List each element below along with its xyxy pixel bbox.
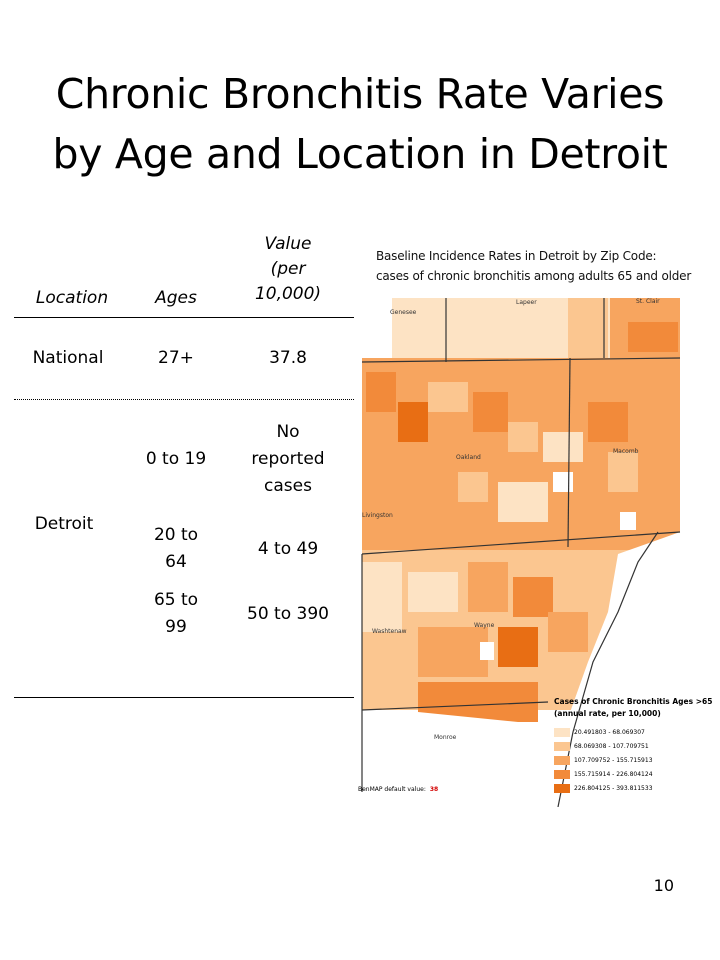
legend-label: 226.804125 - 393.811533 bbox=[574, 785, 653, 792]
legend-swatch bbox=[554, 728, 570, 737]
legend-item: 20.491803 - 68.069307 bbox=[554, 728, 645, 738]
value-line: 4 to 49 bbox=[257, 539, 319, 559]
legend-label: 20.491803 - 68.069307 bbox=[574, 729, 645, 736]
legend-title-line-1: Cases of Chronic Bronchitis Ages >65 bbox=[554, 697, 713, 706]
benmap-default-note: BenMAP default value: 38 bbox=[358, 786, 438, 793]
county-label: Macomb bbox=[613, 448, 639, 455]
detroit-value-0-19: No reported cases bbox=[236, 419, 340, 500]
detroit-ages-0-19: 0 to 19 bbox=[136, 446, 216, 473]
national-ages: 27+ bbox=[158, 348, 194, 368]
detroit-value-65-99: 50 to 390 bbox=[236, 601, 340, 628]
ages-line: 64 bbox=[165, 552, 187, 572]
detroit-location: Detroit bbox=[34, 514, 94, 534]
map-title-line-2: cases of chronic bronchitis among adults… bbox=[376, 269, 692, 283]
legend-label: 107.709752 - 155.715913 bbox=[574, 757, 653, 764]
detroit-value-20-64: 4 to 49 bbox=[236, 536, 340, 563]
header-value-line-1: Value bbox=[264, 234, 312, 254]
header-location: Location bbox=[35, 288, 109, 308]
county-label: Oakland bbox=[456, 454, 481, 461]
county-label: Washtenaw bbox=[372, 628, 407, 635]
county-label: Genesee bbox=[390, 309, 417, 316]
header-value: Value (per 10,000) bbox=[240, 232, 336, 307]
ages-line: 0 to 19 bbox=[145, 449, 207, 469]
legend-title: Cases of Chronic Bronchitis Ages >65 (an… bbox=[554, 696, 712, 720]
value-line: 50 to 390 bbox=[247, 604, 329, 624]
legend-item: 226.804125 - 393.811533 bbox=[554, 784, 653, 794]
ages-line: 20 to bbox=[153, 525, 199, 545]
legend-swatch bbox=[554, 770, 570, 779]
legend-title-line-2: (annual rate, per 10,000) bbox=[554, 709, 661, 718]
county-label: Lapeer bbox=[516, 299, 537, 306]
zip-areas bbox=[362, 298, 680, 722]
legend-item: 155.715914 - 226.804124 bbox=[554, 770, 653, 780]
incidence-map-figure: Baseline Incidence Rates in Detroit by Z… bbox=[358, 232, 712, 807]
benmap-label: BenMAP default value: bbox=[358, 786, 426, 793]
header-ages: Ages bbox=[155, 288, 197, 308]
county-label: St. Clair bbox=[636, 298, 660, 305]
slide-title: Chronic Bronchitis Rate Varies by Age an… bbox=[0, 64, 720, 184]
value-line: cases bbox=[264, 476, 312, 496]
national-location: National bbox=[32, 348, 104, 368]
county-boundaries bbox=[361, 298, 681, 807]
zip-code-choropleth-map bbox=[361, 298, 681, 807]
legend-swatch bbox=[554, 784, 570, 793]
row-divider bbox=[14, 399, 354, 400]
national-value: 37.8 bbox=[269, 348, 307, 368]
page-number: 10 bbox=[653, 876, 674, 895]
value-line: reported bbox=[251, 449, 325, 469]
value-line: No bbox=[276, 422, 300, 442]
slide-title-line-1: Chronic Bronchitis Rate Varies bbox=[55, 70, 665, 118]
ages-line: 99 bbox=[165, 617, 187, 637]
legend-item: 68.069308 - 107.709751 bbox=[554, 742, 649, 752]
legend-label: 68.069308 - 107.709751 bbox=[574, 743, 649, 750]
slide-title-line-2: by Age and Location in Detroit bbox=[52, 130, 668, 178]
table-bottom-rule bbox=[14, 697, 354, 698]
county-label: Monroe bbox=[434, 734, 457, 741]
detroit-ages-65-99: 65 to 99 bbox=[136, 587, 216, 641]
header-rule bbox=[14, 317, 354, 318]
detroit-ages-20-64: 20 to 64 bbox=[136, 522, 216, 576]
header-value-line-2: (per bbox=[270, 259, 306, 279]
benmap-value: 38 bbox=[429, 786, 439, 793]
map-title-line-1: Baseline Incidence Rates in Detroit by Z… bbox=[376, 249, 657, 263]
county-label: Livingston bbox=[362, 512, 393, 519]
ages-line: 65 to bbox=[153, 590, 199, 610]
legend-swatch bbox=[554, 756, 570, 765]
legend-swatch bbox=[554, 742, 570, 751]
county-label: Wayne bbox=[474, 622, 495, 629]
header-value-line-3: 10,000) bbox=[254, 284, 322, 304]
map-title: Baseline Incidence Rates in Detroit by Z… bbox=[376, 246, 691, 286]
legend-item: 107.709752 - 155.715913 bbox=[554, 756, 653, 766]
legend-label: 155.715914 - 226.804124 bbox=[574, 771, 653, 778]
